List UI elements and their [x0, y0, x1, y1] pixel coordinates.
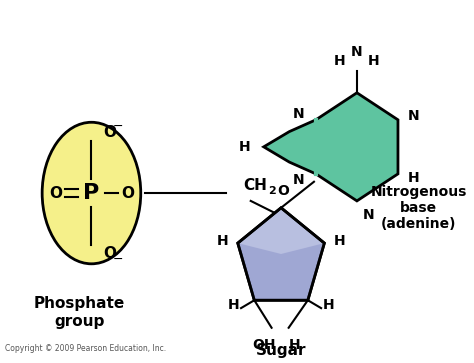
Text: O: O	[103, 125, 116, 140]
Text: 2: 2	[268, 186, 275, 196]
Text: H: H	[334, 234, 346, 248]
Text: H: H	[228, 298, 239, 312]
Text: O: O	[121, 185, 134, 200]
Text: H: H	[323, 298, 335, 312]
Text: H: H	[289, 338, 300, 352]
Text: O: O	[49, 185, 62, 200]
Text: H: H	[408, 171, 419, 185]
Text: N: N	[293, 173, 304, 187]
Text: −: −	[113, 120, 123, 133]
Text: Sugar: Sugar	[256, 343, 306, 358]
Text: CH: CH	[243, 178, 267, 193]
Text: N: N	[351, 45, 363, 58]
Text: H: H	[334, 54, 346, 68]
Text: −: −	[113, 253, 123, 266]
Text: O: O	[277, 184, 289, 198]
Text: OH: OH	[252, 338, 276, 352]
Polygon shape	[238, 243, 324, 300]
Text: O: O	[103, 246, 116, 261]
Polygon shape	[316, 93, 398, 201]
Text: P: P	[83, 183, 100, 203]
Text: N: N	[408, 109, 419, 123]
Text: Phosphate
group: Phosphate group	[34, 296, 125, 329]
Text: N: N	[293, 107, 304, 121]
Text: Nitrogenous
base
(adenine): Nitrogenous base (adenine)	[370, 185, 467, 231]
Ellipse shape	[42, 122, 141, 264]
Text: Copyright © 2009 Pearson Education, Inc.: Copyright © 2009 Pearson Education, Inc.	[5, 344, 166, 353]
Polygon shape	[264, 120, 316, 174]
Text: H: H	[368, 54, 380, 68]
Text: H: H	[217, 234, 228, 248]
Text: N: N	[363, 208, 374, 222]
Text: H: H	[239, 140, 250, 154]
Polygon shape	[238, 208, 324, 300]
